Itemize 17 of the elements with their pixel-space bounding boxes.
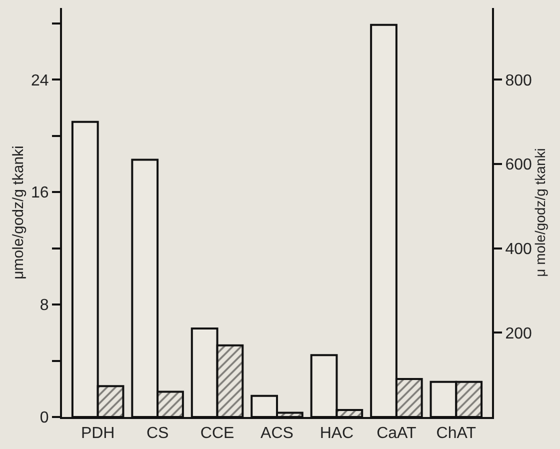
y-tick-label: 16: [31, 184, 49, 202]
y2-tick-label: 400: [505, 240, 532, 258]
x-tick-label: CS: [146, 425, 169, 442]
y2-tick-label: 800: [505, 72, 532, 90]
y-tick-label: 24: [31, 72, 49, 90]
x-tick-label: CCE: [200, 425, 234, 442]
y-axis-title: μmole/godz/g tkanki: [10, 146, 27, 280]
y-tick-label: 8: [40, 297, 49, 314]
x-tick-label: ACS: [260, 425, 294, 442]
y2-tick-label: 200: [505, 325, 532, 342]
x-tick-label: ChAT: [436, 425, 476, 442]
x-tick-label: PDH: [80, 425, 115, 442]
x-tick-label: CaAT: [376, 425, 417, 442]
x-tick-label: HAC: [320, 425, 354, 442]
y2-tick-label: 600: [505, 156, 532, 174]
y2-axis-title: μ mole/godz/g tkanki: [532, 148, 548, 277]
y-tick-label: 0: [40, 410, 49, 427]
